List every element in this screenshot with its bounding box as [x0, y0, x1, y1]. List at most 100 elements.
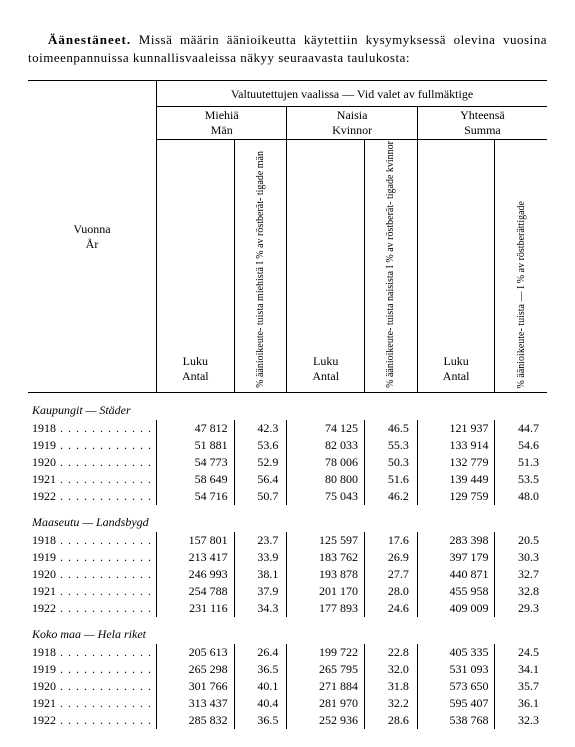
value-cell: 199 722: [287, 644, 365, 661]
value-cell: 132 779: [417, 454, 495, 471]
luku-label: Luku: [161, 354, 230, 369]
year-cell: 1920 . . . . . . . . . . . .: [28, 678, 157, 695]
naisia-label: Naisia: [291, 108, 412, 123]
year-value: 1922: [32, 489, 56, 503]
intro-paragraph: Äänestäneet. Missä määrin äänioikeutta k…: [28, 31, 547, 66]
value-cell: 44.7: [495, 420, 547, 437]
year-value: 1922: [32, 713, 56, 727]
rot-men: % äänioikeute- tuista miehistä I % av rö…: [255, 151, 266, 388]
value-cell: 28.0: [365, 583, 418, 600]
table-row: 1919 . . . . . . . . . . . .51 88153.682…: [28, 437, 547, 454]
value-cell: 183 762: [287, 549, 365, 566]
year-value: 1919: [32, 550, 56, 564]
value-cell: 177 893: [287, 600, 365, 617]
value-cell: 54 773: [157, 454, 235, 471]
ar-label: År: [32, 237, 152, 252]
value-cell: 440 871: [417, 566, 495, 583]
value-cell: 29.3: [495, 600, 547, 617]
year-value: 1918: [32, 533, 56, 547]
year-cell: 1920 . . . . . . . . . . . .: [28, 566, 157, 583]
value-cell: 38.1: [234, 566, 287, 583]
value-cell: 133 914: [417, 437, 495, 454]
table-row: 1920 . . . . . . . . . . . .54 77352.978…: [28, 454, 547, 471]
value-cell: 193 878: [287, 566, 365, 583]
year-cell: 1920 . . . . . . . . . . . .: [28, 454, 157, 471]
table-row: 1922 . . . . . . . . . . . .231 11634.31…: [28, 600, 547, 617]
pct-women-header: % äänioikeute- tuista naisista I % av rö…: [365, 140, 418, 393]
value-cell: 53.6: [234, 437, 287, 454]
group-women: Naisia Kvinnor: [287, 107, 417, 140]
group-total: Yhteensä Summa: [417, 107, 547, 140]
value-cell: 80 800: [287, 471, 365, 488]
value-cell: 538 768: [417, 712, 495, 729]
leader-dots: . . . . . . . . . . . .: [56, 438, 152, 452]
value-cell: 37.9: [234, 583, 287, 600]
value-cell: 82 033: [287, 437, 365, 454]
table-row: 1919 . . . . . . . . . . . . 213 41733.91…: [28, 549, 547, 566]
value-cell: 52.9: [234, 454, 287, 471]
value-cell: 24.5: [495, 644, 547, 661]
value-cell: 246 993: [157, 566, 235, 583]
value-cell: 48.0: [495, 488, 547, 505]
year-cell: 1918 . . . . . . . . . . . .: [28, 420, 157, 437]
value-cell: 139 449: [417, 471, 495, 488]
value-cell: 313 437: [157, 695, 235, 712]
kvinnor-label: Kvinnor: [291, 123, 412, 138]
leader-dots: . . . . . . . . . . . .: [56, 567, 152, 581]
leader-dots: . . . . . . . . . . . .: [56, 455, 152, 469]
value-cell: 46.5: [365, 420, 418, 437]
value-cell: 33.9: [234, 549, 287, 566]
value-cell: 34.1: [495, 661, 547, 678]
leader-dots: . . . . . . . . . . . .: [56, 662, 152, 676]
value-cell: 254 788: [157, 583, 235, 600]
value-cell: 36.1: [495, 695, 547, 712]
leader-dots: . . . . . . . . . . . .: [56, 421, 152, 435]
value-cell: 47 812: [157, 420, 235, 437]
year-value: 1920: [32, 567, 56, 581]
value-cell: 121 937: [417, 420, 495, 437]
year-value: 1921: [32, 584, 56, 598]
year-value: 1922: [32, 601, 56, 615]
leader-dots: . . . . . . . . . . . .: [56, 472, 152, 486]
value-cell: 40.4: [234, 695, 287, 712]
miehia-label: Miehiä: [161, 108, 282, 123]
value-cell: 53.5: [495, 471, 547, 488]
superheader: Valtuutettujen vaalissa — Vid valet av f…: [157, 81, 548, 107]
value-cell: 42.3: [234, 420, 287, 437]
rot-women: % äänioikeute- tuista naisista I % av rö…: [385, 141, 396, 388]
year-value: 1921: [32, 696, 56, 710]
value-cell: 24.6: [365, 600, 418, 617]
yhteensa-label: Yhteensä: [422, 108, 543, 123]
year-cell: 1922 . . . . . . . . . . . .: [28, 600, 157, 617]
year-value: 1918: [32, 421, 56, 435]
leader-dots: . . . . . . . . . . . .: [56, 696, 152, 710]
year-cell: 1918 . . . . . . . . . . . .: [28, 644, 157, 661]
table-row: 1920 . . . . . . . . . . . .246 99338.11…: [28, 566, 547, 583]
section-title: Koko maa — Hela riket: [28, 617, 547, 644]
year-cell: 1922 . . . . . . . . . . . .: [28, 488, 157, 505]
value-cell: 531 093: [417, 661, 495, 678]
col-year-header: Vuonna År: [28, 81, 157, 393]
value-cell: 265 298: [157, 661, 235, 678]
value-cell: 26.4: [234, 644, 287, 661]
table-row: 1922 . . . . . . . . . . . .54 71650.775…: [28, 488, 547, 505]
value-cell: 46.2: [365, 488, 418, 505]
antal-label2: Antal: [291, 369, 360, 384]
value-cell: 51.3: [495, 454, 547, 471]
luku-women: Luku Antal: [287, 140, 365, 393]
leader-dots: . . . . . . . . . . . .: [56, 550, 152, 564]
value-cell: 31.8: [365, 678, 418, 695]
value-cell: 595 407: [417, 695, 495, 712]
value-cell: 405 335: [417, 644, 495, 661]
leader-dots: . . . . . . . . . . . .: [56, 601, 152, 615]
year-cell: 1921 . . . . . . . . . . . .: [28, 695, 157, 712]
luku-total: Luku Antal: [417, 140, 495, 393]
value-cell: 129 759: [417, 488, 495, 505]
value-cell: 51 881: [157, 437, 235, 454]
value-cell: 213 417: [157, 549, 235, 566]
year-cell: 1919 . . . . . . . . . . . .: [28, 661, 157, 678]
value-cell: 205 613: [157, 644, 235, 661]
value-cell: 573 650: [417, 678, 495, 695]
vuonna-label: Vuonna: [32, 222, 152, 237]
value-cell: 27.7: [365, 566, 418, 583]
